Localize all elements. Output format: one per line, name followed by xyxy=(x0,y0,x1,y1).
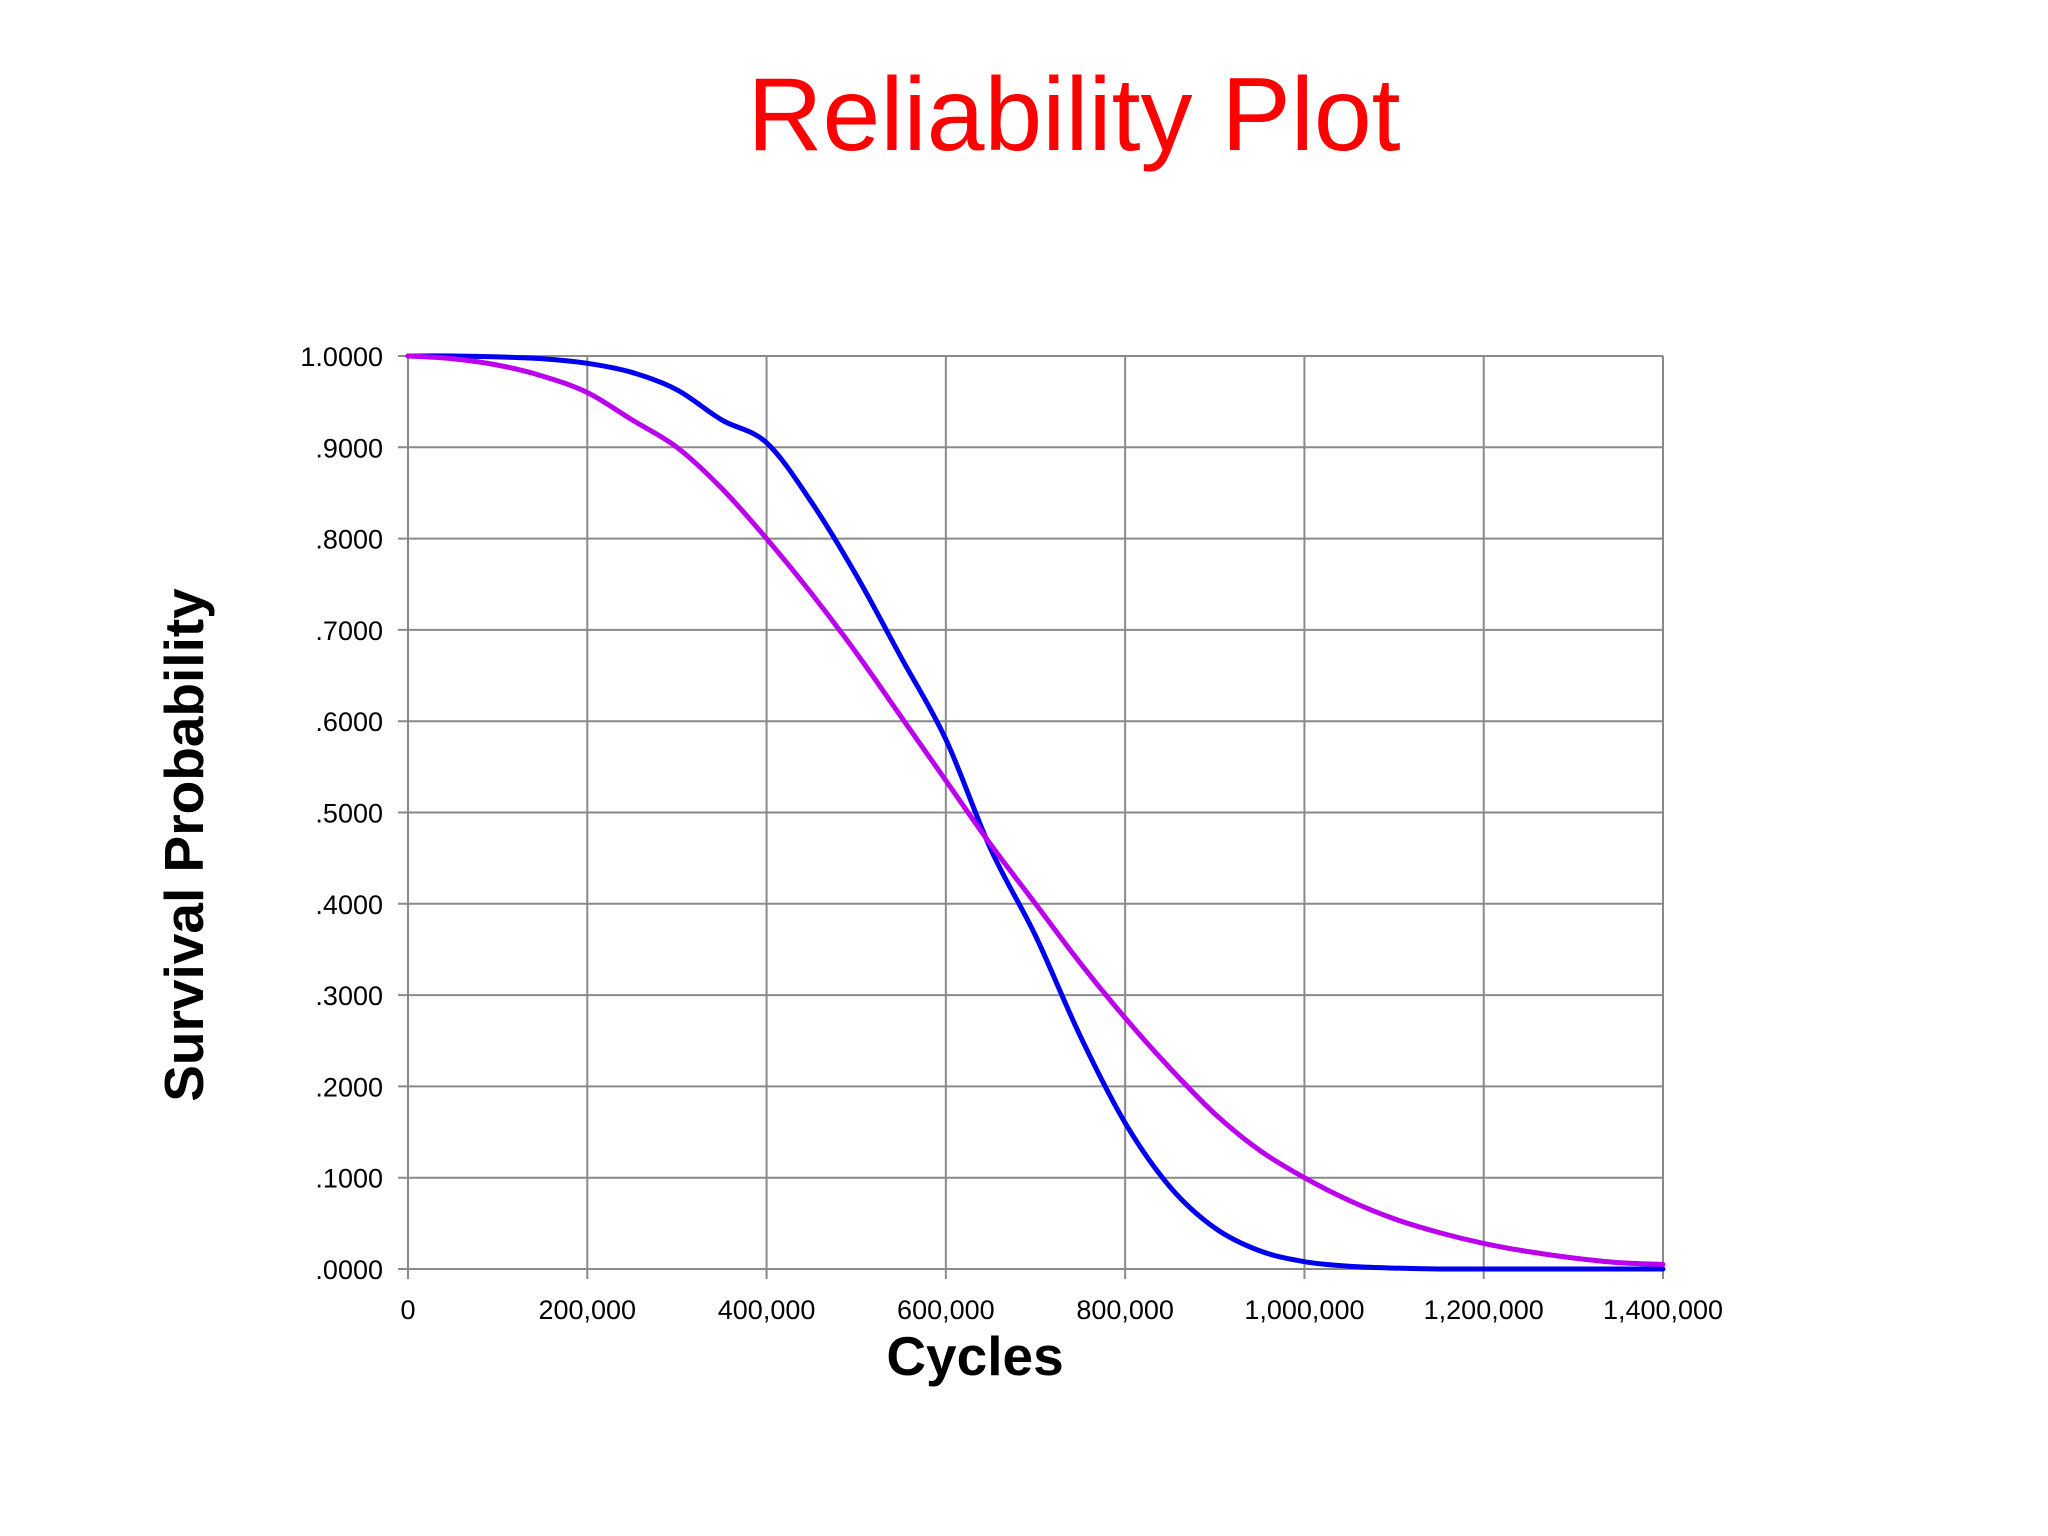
y-tick-label: .7000 xyxy=(315,616,383,646)
series-line-2 xyxy=(405,353,1666,1267)
y-tick-label: .5000 xyxy=(315,799,383,829)
x-tick-labels: 0 200,000 400,000 600,000 800,000 1,000,000 1,… xyxy=(400,1295,1723,1325)
series-lines xyxy=(405,353,1666,1272)
y-tick-labels: .0000 .1000 .2000 .3000 .4000 .5000 .6000 .7000… xyxy=(300,342,383,1285)
y-tick-label: .2000 xyxy=(315,1072,383,1102)
x-tick-label: 0 xyxy=(400,1295,415,1325)
x-axis-title: Cycles xyxy=(886,1325,1063,1387)
chart-title: Reliability Plot xyxy=(747,57,1400,173)
y-tick-label: .3000 xyxy=(315,981,383,1011)
y-axis-title: Survival Probability xyxy=(153,588,215,1102)
x-tick-label: 800,000 xyxy=(1076,1295,1174,1325)
x-tick-label: 1,400,000 xyxy=(1603,1295,1723,1325)
x-tick-label: 1,200,000 xyxy=(1424,1295,1544,1325)
series-line-1 xyxy=(405,353,1666,1272)
x-tick-label: 400,000 xyxy=(718,1295,816,1325)
y-tick-label: .9000 xyxy=(315,433,383,463)
y-tick-label: .4000 xyxy=(315,890,383,920)
y-tick-label: .8000 xyxy=(315,525,383,555)
y-tick-label: 1.0000 xyxy=(300,342,383,372)
x-tick-label: 200,000 xyxy=(538,1295,636,1325)
y-tick-label: .1000 xyxy=(315,1164,383,1194)
y-tick-label: .6000 xyxy=(315,707,383,737)
y-tick-label: .0000 xyxy=(315,1255,383,1285)
x-tick-label: 1,000,000 xyxy=(1244,1295,1364,1325)
grid-lines xyxy=(398,355,1664,1279)
x-tick-label: 600,000 xyxy=(897,1295,995,1325)
